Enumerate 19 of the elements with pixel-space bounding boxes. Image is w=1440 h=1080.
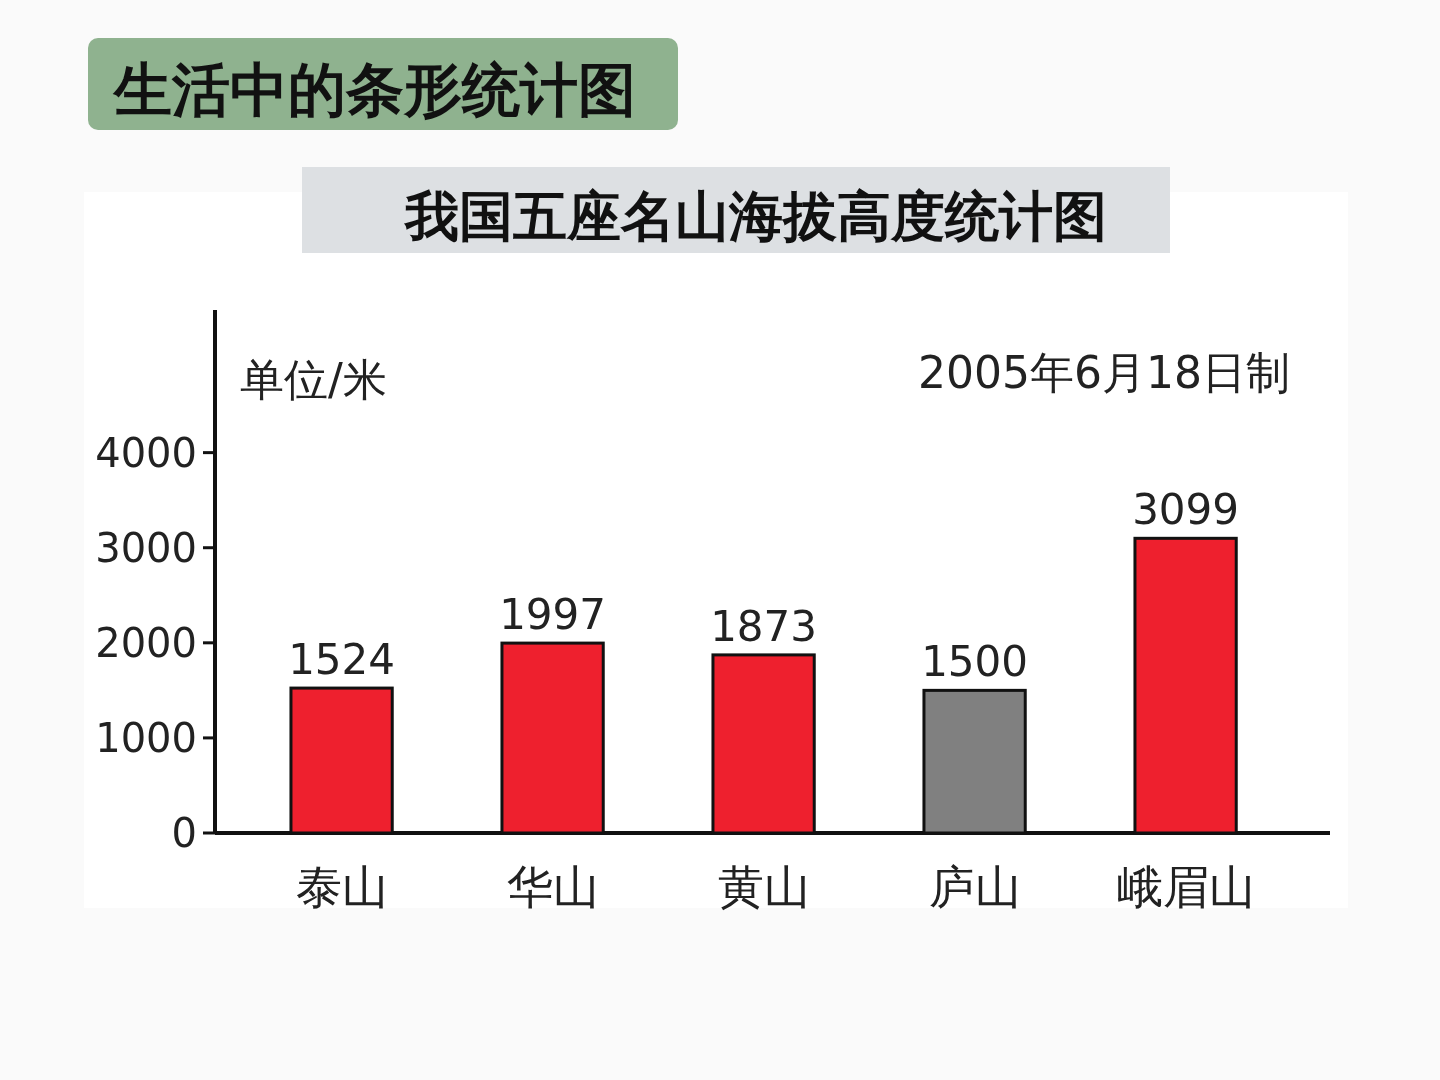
x-tick-label: 峨眉山 [1116,860,1255,914]
data-label: 3099 [1132,485,1240,535]
x-tick-label: 庐山 [928,860,1021,914]
chart-title: 我国五座名山海拔高度统计图 [403,185,1107,248]
y-tick-label: 1000 [95,714,197,761]
annotation: 2005年6月18日制 [918,347,1290,398]
y-axis-title: 单位/米 [240,354,387,405]
y-tick-label: 3000 [95,524,197,571]
x-tick-label: 华山 [506,860,599,914]
data-label: 1524 [288,635,396,685]
x-tick-label: 泰山 [295,860,388,914]
y-tick-label: 2000 [95,619,197,666]
data-label: 1873 [710,601,818,651]
data-label: 1997 [499,590,607,640]
chart-subtitle: 生活中的条形统计图 [112,56,636,124]
y-tick-label: 4000 [95,429,197,476]
data-label: 1500 [921,637,1029,687]
x-tick-label: 黄山 [717,860,810,914]
y-tick-label: 0 [171,810,197,856]
